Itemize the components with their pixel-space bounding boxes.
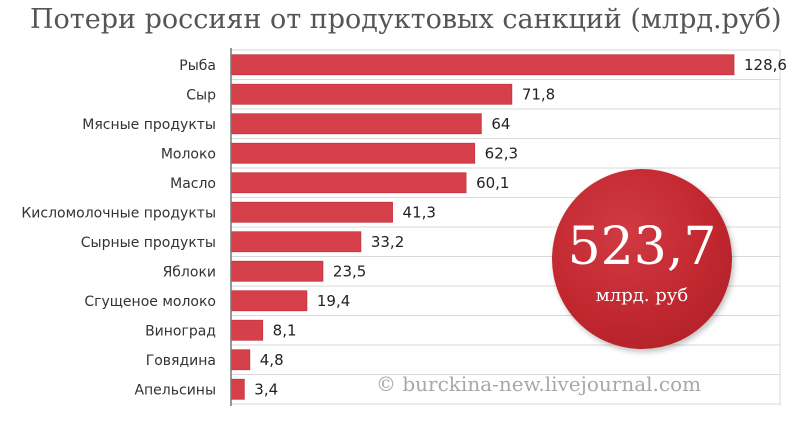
value-label: 4,8 [260,351,284,369]
category-label: Масло [170,176,216,192]
category-label: Говядина [146,353,216,369]
category-label: Молоко [161,146,216,162]
watermark: © burckina-new.livejournal.com [376,372,702,396]
category-label: Яблоки [163,264,216,280]
category-label: Кисломолочные продукты [21,205,216,221]
value-label: 41,3 [403,203,436,221]
value-label: 8,1 [273,321,297,339]
chart-title: Потери россиян от продуктовых санкций (м… [30,4,782,35]
bar [230,260,324,282]
value-label: 128,6 [744,56,787,74]
total-value: 523,7 [567,217,717,277]
value-label: 3,4 [254,380,278,398]
value-label: 19,4 [317,292,350,310]
bar [230,54,735,76]
total-unit: млрд. руб [595,285,689,306]
category-label: Сгущеное молоко [84,294,216,310]
bar [230,172,467,194]
value-label: 71,8 [522,85,555,103]
total-badge: 523,7 млрд. руб [552,169,732,349]
bar [230,349,251,371]
category-label: Мясные продукты [82,117,216,133]
value-label: 33,2 [371,233,404,251]
value-label: 60,1 [476,174,509,192]
category-label: Сыр [186,87,216,103]
category-label: Апельсины [134,382,216,398]
bar [230,231,362,253]
bar [230,378,245,400]
bar [230,113,482,135]
bars [230,54,735,400]
bar [230,142,476,164]
bar [230,201,393,223]
value-label: 23,5 [333,262,366,280]
bar [230,319,264,341]
bar [230,290,308,312]
value-label: 62,3 [485,144,518,162]
value-label: 64 [491,115,510,133]
category-label: Сырные продукты [81,235,216,251]
category-label: Виноград [145,323,216,339]
value-labels: 128,6 71,8 64 62,3 60,1 41,3 33,2 23,5 19,4 8,1 4,… [254,56,787,399]
bar [230,83,513,105]
category-label: Рыба [179,58,216,74]
category-labels: Рыба Сыр Мясные продукты Молоко Масло Кисломо… [21,58,216,399]
